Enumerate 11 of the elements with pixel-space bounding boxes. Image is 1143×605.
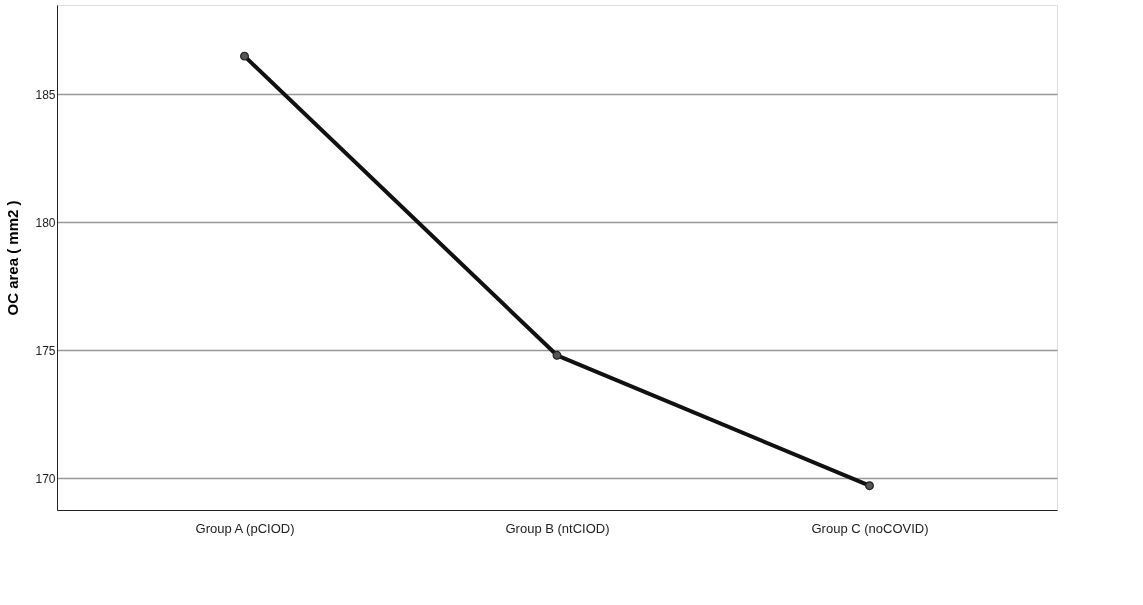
point (552, 350, 562, 360)
x-tick-label: Group C (noCOVID) (811, 520, 929, 536)
y-axis-title: OC area ( mm2 ) (4, 200, 22, 316)
y-tick-label: 185 (35, 87, 56, 102)
point (865, 481, 874, 491)
y-tick-label: 180 (35, 215, 56, 230)
point (240, 51, 249, 61)
x-tick-label: Group B (ntCIOD) (505, 520, 610, 536)
y-tick-label: 175 (35, 343, 56, 358)
y-tick-label: 170 (35, 471, 56, 486)
x-tick-label: Group A (pCIOD) (195, 520, 295, 536)
